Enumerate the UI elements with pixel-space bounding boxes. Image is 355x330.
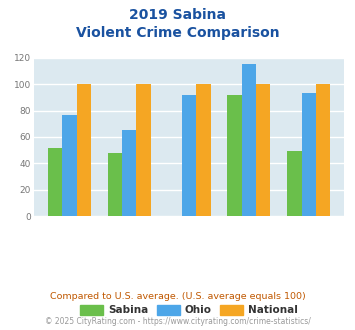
Bar	[108, 153, 122, 216]
Text: © 2025 CityRating.com - https://www.cityrating.com/crime-statistics/: © 2025 CityRating.com - https://www.city…	[45, 317, 310, 326]
Bar	[196, 84, 211, 216]
Text: Violent Crime Comparison: Violent Crime Comparison	[76, 26, 279, 40]
Bar	[301, 93, 316, 216]
Bar	[48, 148, 62, 216]
Bar	[182, 95, 196, 216]
Bar	[287, 151, 301, 216]
Bar	[77, 84, 91, 216]
Bar	[227, 95, 242, 216]
Bar	[62, 115, 77, 216]
Legend: Sabina, Ohio, National: Sabina, Ohio, National	[76, 301, 302, 319]
Text: Compared to U.S. average. (U.S. average equals 100): Compared to U.S. average. (U.S. average …	[50, 292, 305, 301]
Bar	[122, 130, 136, 216]
Text: 2019 Sabina: 2019 Sabina	[129, 8, 226, 22]
Bar	[136, 84, 151, 216]
Bar	[316, 84, 330, 216]
Bar	[256, 84, 271, 216]
Bar	[242, 64, 256, 216]
